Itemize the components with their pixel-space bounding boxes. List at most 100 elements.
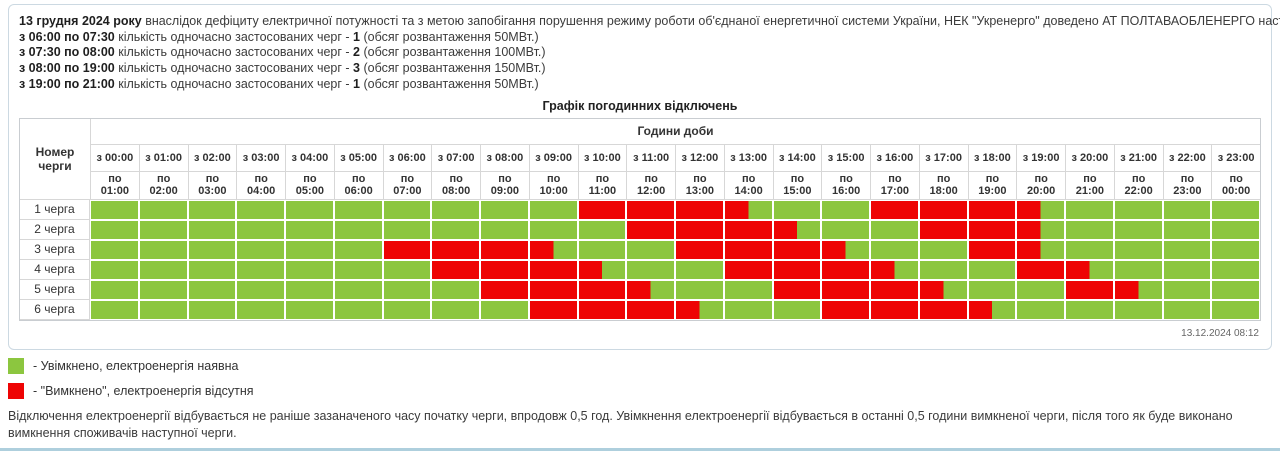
hour-to-header-cell: по 20:00	[1016, 171, 1065, 200]
schedule-cell	[528, 219, 578, 240]
schedule-cell	[1113, 279, 1163, 300]
hour-from-header-cell: з 12:00	[675, 144, 724, 172]
hours-of-day-header: Години доби	[90, 118, 1260, 145]
schedule-cell	[1016, 199, 1065, 220]
corner-header-cell: Номер черги	[20, 118, 90, 200]
schedule-cell	[577, 199, 627, 220]
schedule-cell	[821, 259, 870, 280]
schedule-cell	[1113, 199, 1163, 220]
schedule-cell	[870, 199, 919, 220]
schedule-cell	[1162, 239, 1212, 260]
schedule-cell	[187, 199, 237, 220]
schedule-cell	[382, 279, 432, 300]
schedule-cell	[1016, 299, 1065, 320]
intro-line: з 07:30 по 08:00 кількість одночасно зас…	[19, 45, 546, 60]
legend-item: - Увімкнено, електроенергія наявна	[8, 358, 254, 374]
schedule-cell	[918, 279, 968, 300]
schedule-cell	[90, 219, 139, 240]
schedule-cell	[1211, 239, 1260, 260]
schedule-cell	[772, 299, 822, 320]
schedule-cell	[918, 199, 968, 220]
schedule-cell	[626, 279, 675, 300]
hour-from-header-cell: з 23:00	[1211, 144, 1260, 172]
schedule-cell	[431, 279, 480, 300]
schedule-cell	[236, 259, 285, 280]
schedule-cell	[723, 219, 773, 240]
schedule-cell	[90, 259, 139, 280]
intro-line: з 06:00 по 07:30 кількість одночасно зас…	[19, 29, 539, 44]
hour-to-header-cell: по 02:00	[138, 171, 188, 200]
schedule-cell	[528, 259, 578, 280]
hour-from-header-cell: з 15:00	[821, 144, 870, 172]
schedule-cell	[1211, 279, 1260, 300]
hour-to-header-cell: по 00:00	[1211, 171, 1260, 200]
schedule-cell	[1113, 239, 1163, 260]
schedule-cell	[1065, 279, 1114, 300]
queue-row-label: 5 черга	[20, 279, 90, 300]
schedule-cell	[528, 239, 578, 260]
schedule-cell	[90, 279, 139, 300]
schedule-cell	[967, 299, 1017, 320]
schedule-cell	[723, 299, 773, 320]
schedule-cell	[480, 279, 529, 300]
schedule-cell	[772, 239, 822, 260]
schedule-cell	[90, 199, 139, 220]
hour-to-header-cell: по 23:00	[1162, 171, 1212, 200]
intro-line: з 08:00 по 19:00 кількість одночасно зас…	[19, 61, 546, 76]
schedule-cell	[1016, 219, 1065, 240]
legend-swatch-off	[8, 383, 24, 399]
schedule-cell	[821, 279, 870, 300]
schedule-cell	[772, 219, 822, 240]
schedule-cell	[967, 259, 1017, 280]
schedule-cell	[1162, 299, 1212, 320]
schedule-cell	[772, 259, 822, 280]
schedule-cell	[675, 239, 724, 260]
schedule-cell	[431, 259, 480, 280]
schedule-cell	[138, 219, 188, 240]
schedule-cell	[675, 219, 724, 240]
legend-swatch-on	[8, 358, 24, 374]
schedule-cell	[236, 299, 285, 320]
schedule-cell	[723, 199, 773, 220]
schedule-cell	[138, 279, 188, 300]
schedule-cell	[1162, 259, 1212, 280]
hour-to-header-cell: по 11:00	[577, 171, 627, 200]
schedule-cell	[967, 279, 1017, 300]
schedule-cell	[1065, 259, 1114, 280]
schedule-cell	[1065, 239, 1114, 260]
hour-from-header-cell: з 01:00	[138, 144, 188, 172]
schedule-cell	[382, 299, 432, 320]
schedule-cell	[967, 239, 1017, 260]
schedule-cell	[285, 219, 334, 240]
schedule-cell	[967, 219, 1017, 240]
schedule-cell	[1016, 239, 1065, 260]
schedule-cell	[577, 259, 627, 280]
hour-from-header-cell: з 20:00	[1065, 144, 1114, 172]
schedule-cell	[870, 219, 919, 240]
schedule-cell	[333, 199, 383, 220]
schedule-cell	[528, 279, 578, 300]
legend: - Увімкнено, електроенергія наявна - "Вим…	[8, 358, 254, 408]
schedule-cell	[918, 299, 968, 320]
schedule-cell	[1065, 199, 1114, 220]
queue-row-label: 3 черга	[20, 239, 90, 260]
hour-to-header-cell: по 08:00	[431, 171, 480, 200]
schedule-cell	[285, 239, 334, 260]
schedule-cell	[626, 239, 675, 260]
intro-line: 13 грудня 2024 року внаслідок дефіциту е…	[19, 14, 1280, 28]
schedule-cell	[528, 299, 578, 320]
hour-to-header-cell: по 07:00	[382, 171, 432, 200]
schedule-cell	[967, 199, 1017, 220]
schedule-cell	[187, 299, 237, 320]
hour-to-header-cell: по 18:00	[918, 171, 968, 200]
schedule-cell	[675, 279, 724, 300]
schedule-cell	[577, 299, 627, 320]
schedule-cell	[333, 299, 383, 320]
schedule-cell	[772, 279, 822, 300]
hour-to-header-cell: по 14:00	[723, 171, 773, 200]
schedule-cell	[1162, 279, 1212, 300]
schedule-cell	[821, 239, 870, 260]
hour-to-header-cell: по 10:00	[528, 171, 578, 200]
schedule-cell	[870, 259, 919, 280]
schedule-cell	[1065, 299, 1114, 320]
